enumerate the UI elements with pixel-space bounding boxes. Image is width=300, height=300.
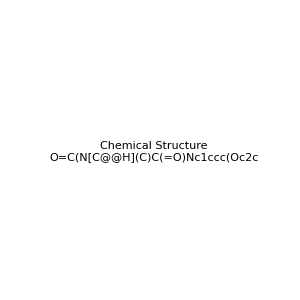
Text: Chemical Structure
O=C(N[C@@H](C)C(=O)Nc1ccc(Oc2c: Chemical Structure O=C(N[C@@H](C)C(=O)Nc… [49,141,258,162]
